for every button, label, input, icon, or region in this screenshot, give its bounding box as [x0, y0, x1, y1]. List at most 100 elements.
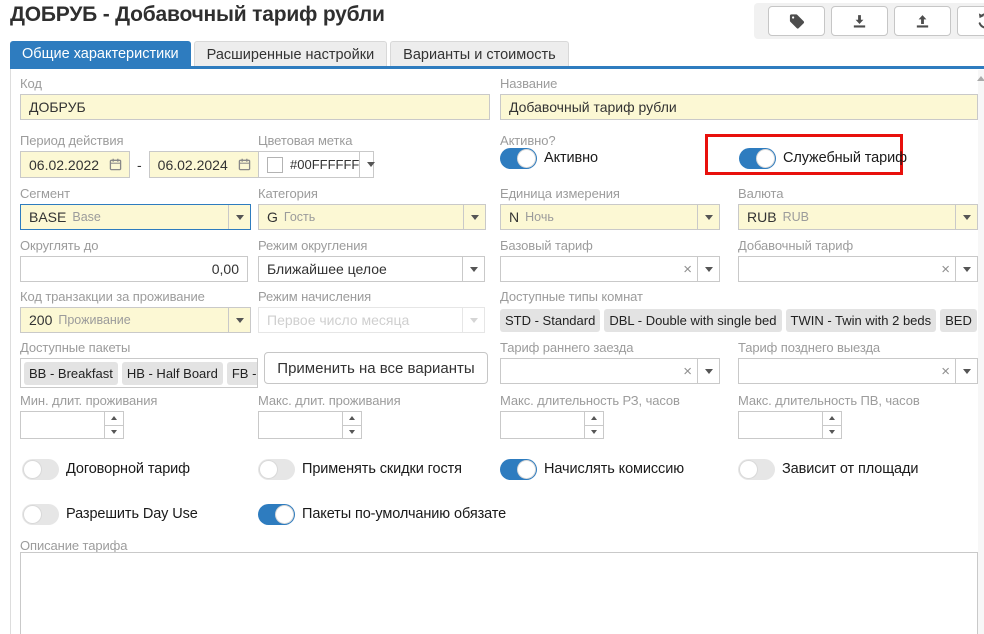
package-tag: HB - Half Board: [121, 361, 223, 385]
toggle-switch[interactable]: [22, 503, 59, 525]
chevron-down-icon[interactable]: [955, 257, 977, 281]
scrollbar[interactable]: [978, 70, 984, 634]
max-late-hours-stepper[interactable]: [738, 411, 842, 439]
active-toggle[interactable]: Активно: [500, 147, 598, 169]
chevron-down-icon[interactable]: [359, 152, 381, 177]
clear-icon[interactable]: ×: [683, 362, 692, 380]
clear-icon[interactable]: ×: [941, 260, 950, 278]
chevron-down-icon: [462, 308, 484, 332]
spinner-up-icon[interactable]: [823, 412, 841, 425]
room-types-field[interactable]: STD - Standard DBL - Double with single …: [500, 307, 978, 334]
spinner-up-icon[interactable]: [585, 412, 603, 425]
chevron-down-icon[interactable]: [697, 359, 719, 383]
add-tariff-select[interactable]: ×: [738, 256, 978, 282]
day-use-toggle[interactable]: Разрешить Day Use: [22, 503, 198, 525]
room-type-tag: TWIN - Twin with 2 beds: [785, 309, 937, 332]
max-late-hours-label: Макс. длительность ПВ, часов: [738, 393, 920, 408]
toggle-switch[interactable]: [258, 458, 295, 480]
spinner-down-icon[interactable]: [823, 424, 841, 439]
packages-label: Доступные пакеты: [20, 340, 131, 355]
spinner-down-icon[interactable]: [105, 424, 123, 439]
segment-label: Сегмент: [20, 186, 70, 201]
base-tariff-select[interactable]: ×: [500, 256, 720, 282]
min-stay-stepper[interactable]: [20, 411, 124, 439]
chevron-down-icon[interactable]: [697, 205, 719, 229]
tag-button[interactable]: [768, 6, 825, 36]
chevron-down-icon[interactable]: [955, 205, 977, 229]
spinner-up-icon[interactable]: [343, 412, 361, 425]
spinner-up-icon[interactable]: [105, 412, 123, 425]
description-label: Описание тарифа: [20, 538, 128, 553]
default-packages-toggle[interactable]: Пакеты по-умолчанию обязате: [258, 503, 506, 525]
unit-label: Единица измерения: [500, 186, 620, 201]
area-dependent-toggle[interactable]: Зависит от площади: [738, 458, 918, 480]
segment-select[interactable]: BASE Base: [20, 204, 251, 230]
early-checkin-label: Тариф раннего заезда: [500, 340, 634, 355]
category-select[interactable]: G Гость: [258, 204, 486, 230]
guest-discounts-toggle[interactable]: Применять скидки гостя: [258, 458, 462, 480]
color-mark-select[interactable]: #00FFFFFF: [258, 151, 375, 178]
spinner-down-icon[interactable]: [343, 424, 361, 439]
clear-icon[interactable]: ×: [941, 362, 950, 380]
transaction-code-label: Код транзакции за проживание: [20, 289, 205, 304]
area-dependent-toggle-label: Зависит от площади: [782, 461, 919, 477]
spinner-down-icon[interactable]: [585, 424, 603, 439]
unit-select[interactable]: N Ночь: [500, 204, 720, 230]
period-separator: -: [137, 156, 142, 173]
max-late-hours-value: [739, 412, 822, 438]
service-tariff-toggle-label: Служебный тариф: [783, 150, 907, 166]
tab-advanced[interactable]: Расширенные настройки: [193, 41, 388, 67]
currency-code: RUB: [747, 209, 777, 225]
chevron-down-icon[interactable]: [697, 257, 719, 281]
active-toggle-label: Активно: [544, 150, 598, 166]
name-label: Название: [500, 76, 558, 91]
chevron-down-icon[interactable]: [955, 359, 977, 383]
history-button[interactable]: [957, 6, 984, 36]
description-textarea[interactable]: [20, 552, 978, 634]
toggle-switch[interactable]: [739, 147, 776, 169]
round-to-value: 0,00: [211, 261, 239, 277]
name-value: Добавочный тариф рубли: [509, 99, 677, 115]
service-tariff-toggle[interactable]: Служебный тариф: [739, 147, 907, 169]
transaction-code-select[interactable]: 200 Проживание: [20, 307, 251, 333]
scrollbar-up-icon[interactable]: [977, 76, 984, 81]
code-input[interactable]: ДОБРУБ: [20, 94, 490, 120]
chevron-down-icon[interactable]: [228, 308, 250, 332]
early-checkin-select[interactable]: ×: [500, 358, 720, 384]
name-input[interactable]: Добавочный тариф рубли: [500, 94, 978, 120]
chevron-down-icon[interactable]: [228, 205, 250, 229]
toggle-switch[interactable]: [22, 458, 59, 480]
history-icon: [978, 13, 984, 29]
tab-general[interactable]: Общие характеристики: [10, 41, 191, 67]
tag-icon: [789, 13, 804, 29]
max-stay-stepper[interactable]: [258, 411, 362, 439]
code-value: ДОБРУБ: [29, 99, 86, 115]
min-stay-label: Мин. длит. проживания: [20, 393, 158, 408]
chevron-down-icon[interactable]: [463, 205, 485, 229]
period-to-input[interactable]: 06.02.2024: [148, 151, 259, 178]
chevron-down-icon[interactable]: [462, 257, 484, 281]
commission-toggle[interactable]: Начислять комиссию: [500, 458, 684, 480]
toggle-knob: [756, 148, 775, 168]
room-types-label: Доступные типы комнат: [500, 289, 643, 304]
max-early-hours-stepper[interactable]: [500, 411, 604, 439]
contract-tariff-toggle[interactable]: Договорной тариф: [22, 458, 190, 480]
packages-field[interactable]: BB - Breakfast HB - Half Board FB -: [20, 358, 258, 388]
calendar-icon[interactable]: [238, 158, 251, 171]
clear-icon[interactable]: ×: [683, 260, 692, 278]
download-button[interactable]: [831, 6, 888, 36]
round-to-input[interactable]: 0,00: [20, 256, 248, 282]
tab-variants[interactable]: Варианты и стоимость: [390, 41, 569, 67]
late-checkout-select[interactable]: ×: [738, 358, 978, 384]
currency-select[interactable]: RUB RUB: [738, 204, 978, 230]
toggle-switch[interactable]: [258, 503, 295, 525]
period-from-input[interactable]: 06.02.2022: [20, 151, 130, 178]
calendar-icon[interactable]: [109, 158, 122, 171]
round-mode-select[interactable]: Ближайшее целое: [258, 256, 485, 282]
apply-all-variants-button[interactable]: Применить на все варианты: [264, 352, 488, 384]
transaction-code-code: 200: [29, 312, 53, 328]
toggle-switch[interactable]: [500, 458, 537, 480]
toggle-switch[interactable]: [738, 458, 775, 480]
upload-button[interactable]: [894, 6, 951, 36]
toggle-switch[interactable]: [500, 147, 537, 169]
